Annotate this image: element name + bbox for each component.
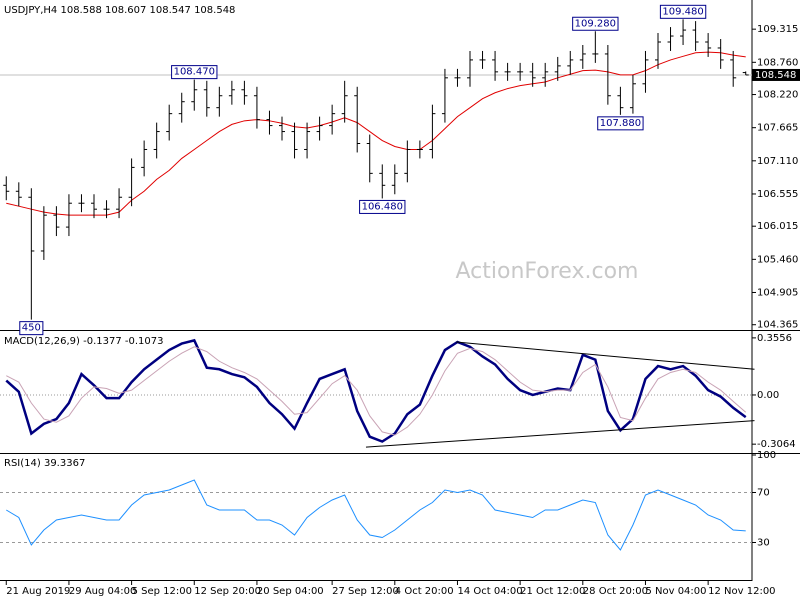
x-tick-label: 20 Sep 04:00 (257, 586, 324, 597)
current-price-box (752, 68, 800, 81)
annotation-label: 109.480 (662, 6, 703, 17)
annotation-box (171, 65, 218, 80)
x-tick-label: 14 Oct 04:00 (457, 586, 522, 597)
x-tick-label: 4 Oct 20:00 (395, 586, 454, 597)
annotation-box (597, 116, 644, 131)
x-tick-label: 5 Sep 12:00 (132, 586, 192, 597)
series-line (6, 479, 746, 551)
x-tick-label: 27 Sep 12:00 (332, 586, 399, 597)
macd-title: MACD(12,26,9) -0.1377 -0.1073 (4, 336, 164, 347)
y-tick-label: 104.365 (757, 320, 798, 331)
trendline (365, 420, 755, 448)
annotation-label: 109.280 (575, 18, 616, 29)
rsi-title: RSI(14) 39.3367 (4, 458, 85, 469)
x-tick-label: 5 Nov 04:00 (645, 586, 706, 597)
y-tick-label: 30 (757, 538, 770, 549)
series-line (5, 338, 747, 443)
annotation-label: 106.480 (362, 201, 403, 212)
x-tick-label: 12 Nov 12:00 (708, 586, 775, 597)
y-tick-label: 70 (757, 488, 770, 499)
watermark: ActionForex.com (456, 259, 639, 284)
trendline (456, 341, 755, 370)
x-tick-label: 21 Aug 2019 (6, 586, 70, 597)
y-tick-label: 0.3556 (757, 333, 792, 344)
series-line (6, 51, 746, 216)
annotation-box (19, 321, 44, 336)
x-tick-label: 29 Aug 04:00 (69, 586, 136, 597)
x-tick-label: 28 Oct 20:00 (583, 586, 648, 597)
y-tick-label: 100 (757, 450, 776, 461)
y-tick-label: -0.3064 (757, 439, 796, 450)
annotation-label: 450 (22, 323, 41, 334)
annotation-label: 108.470 (174, 67, 215, 78)
price-title: USDJPY,H4 108.588 108.607 108.547 108.54… (4, 5, 235, 16)
y-tick-label: 108.220 (757, 90, 798, 101)
x-tick-label: 12 Sep 20:00 (194, 586, 261, 597)
y-tick-label: 107.665 (757, 123, 798, 134)
y-tick-label: 105.460 (757, 254, 798, 265)
y-tick-label: 0.00 (757, 390, 779, 401)
y-tick-label: 106.555 (757, 189, 798, 200)
current-price-label: 108.548 (755, 70, 796, 81)
y-tick-label: 107.110 (757, 156, 798, 167)
annotation-box (572, 16, 619, 31)
series-line (6, 346, 747, 436)
annotation-box (659, 4, 707, 19)
y-tick-label: 104.905 (757, 287, 798, 298)
y-tick-label: 106.015 (757, 221, 798, 232)
x-tick-label: 21 Oct 12:00 (520, 586, 585, 597)
annotation-box (359, 199, 406, 214)
y-tick-label: 109.315 (757, 24, 798, 35)
y-tick-label: 108.760 (757, 57, 798, 68)
annotation-label: 107.880 (600, 118, 641, 129)
